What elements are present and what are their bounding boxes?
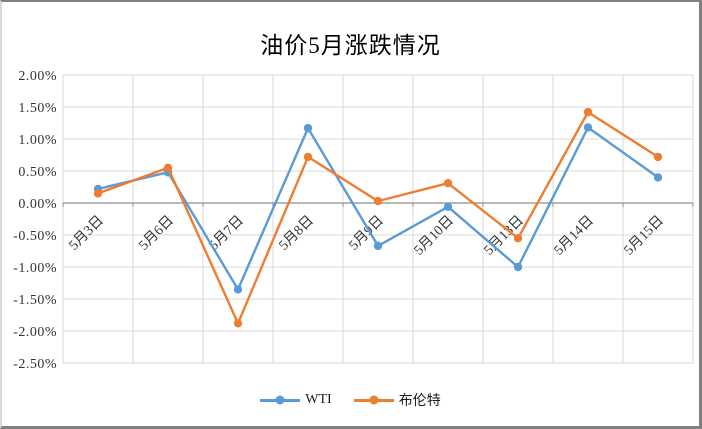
y-axis-tick-label: -1.00% — [13, 261, 57, 276]
wti-data-point-marker — [653, 173, 663, 182]
wti-data-point-marker — [303, 123, 313, 133]
legend-item-brent: 布伦特 — [353, 390, 441, 410]
wti-legend-line-marker-icon — [260, 395, 301, 405]
legend-item-wti: WTI — [260, 392, 332, 408]
y-axis-tick-label: -1.50% — [13, 293, 57, 308]
brent-legend-dot-icon — [369, 395, 379, 405]
y-axis-tick-label: -0.50% — [13, 229, 57, 244]
y-axis-tick-label: 1.50% — [18, 101, 57, 116]
chart-title: 油价5月涨跌情况 — [260, 33, 441, 58]
brent-data-point-marker — [373, 196, 383, 206]
brent-data-point-marker — [163, 163, 173, 172]
brent-data-point-marker — [303, 152, 313, 162]
chart-legend: WTI 布伦特 — [2, 390, 699, 410]
y-axis-tick-label: -2.50% — [13, 357, 57, 372]
brent-legend-line-marker-icon — [353, 395, 394, 405]
brent-data-point-marker — [443, 178, 453, 188]
wti-data-point-marker — [513, 262, 523, 272]
wti-data-point-marker — [583, 123, 593, 132]
y-axis-tick-label: 1.00% — [18, 133, 57, 148]
brent-data-point-marker — [233, 319, 243, 328]
brent-data-point-marker — [653, 152, 663, 162]
wti-data-point-marker — [233, 285, 243, 294]
y-axis-tick-label: 0.50% — [18, 165, 57, 180]
x-axis-tick-label: 5月3日 — [66, 213, 107, 254]
y-axis-tick-label: -2.00% — [13, 325, 57, 340]
brent-data-point-marker — [513, 234, 523, 243]
legend-label-brent: 布伦特 — [398, 394, 441, 409]
wti-data-point-marker — [373, 241, 383, 251]
x-axis-tick-label: 5月6日 — [136, 213, 177, 254]
wti-series-line — [96, 126, 660, 291]
legend-label-wti: WTI — [305, 392, 332, 407]
y-axis-tick-label: 0.00% — [18, 197, 57, 212]
wti-data-point-marker — [443, 202, 453, 212]
y-axis-tick-label: 2.00% — [18, 69, 57, 84]
wti-legend-dot-icon — [275, 395, 285, 405]
brent-data-point-marker — [583, 107, 593, 117]
brent-data-point-marker — [93, 189, 103, 198]
